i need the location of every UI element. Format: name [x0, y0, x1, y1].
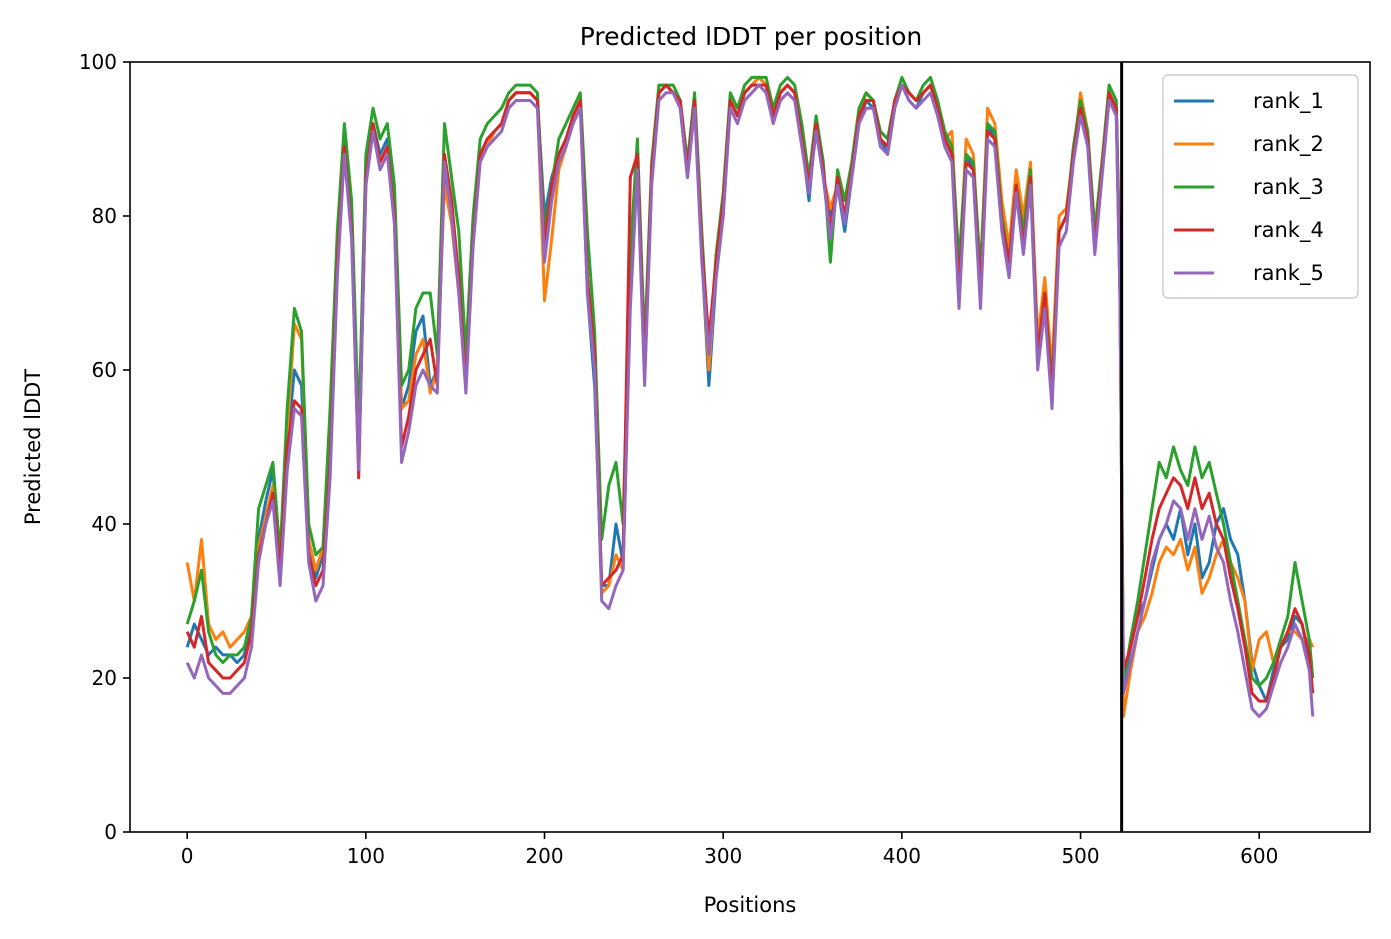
- legend: rank_1 rank_2 rank_3 rank_4 rank_5: [1162, 74, 1359, 299]
- axes-frame: [129, 61, 1371, 833]
- legend-box: [1162, 74, 1359, 299]
- x-tick-label: 200: [525, 844, 563, 868]
- x-tick-label: 600: [1240, 844, 1278, 868]
- y-tick-label: 80: [92, 204, 117, 228]
- x-tick-label: 300: [704, 844, 742, 868]
- legend-label-rank-4: rank_4: [1253, 218, 1324, 243]
- x-axis: 0 100 200 300 400 500 600: [181, 832, 1278, 868]
- plot-area: [129, 61, 1371, 833]
- y-axis-label: Predicted lDDT: [21, 369, 45, 525]
- legend-label-rank-1: rank_1: [1253, 89, 1324, 114]
- x-tick-label: 100: [347, 844, 385, 868]
- y-tick-label: 100: [79, 50, 117, 74]
- legend-label-rank-5: rank_5: [1253, 261, 1324, 286]
- series-layer: [185, 75, 1315, 718]
- x-tick-label: 0: [181, 844, 194, 868]
- y-tick-label: 20: [92, 666, 117, 690]
- legend-label-rank-2: rank_2: [1253, 132, 1324, 157]
- x-axis-label: Positions: [704, 893, 797, 917]
- chart-title: Predicted lDDT per position: [580, 22, 922, 51]
- x-tick-label: 400: [883, 844, 921, 868]
- legend-label-rank-3: rank_3: [1253, 175, 1324, 200]
- x-tick-label: 500: [1061, 844, 1099, 868]
- y-tick-label: 40: [92, 512, 117, 536]
- y-tick-label: 0: [104, 820, 117, 844]
- series-line-rank-5: [185, 83, 1315, 718]
- y-tick-label: 60: [92, 358, 117, 382]
- y-axis: 0 20 40 60 80 100: [79, 50, 130, 844]
